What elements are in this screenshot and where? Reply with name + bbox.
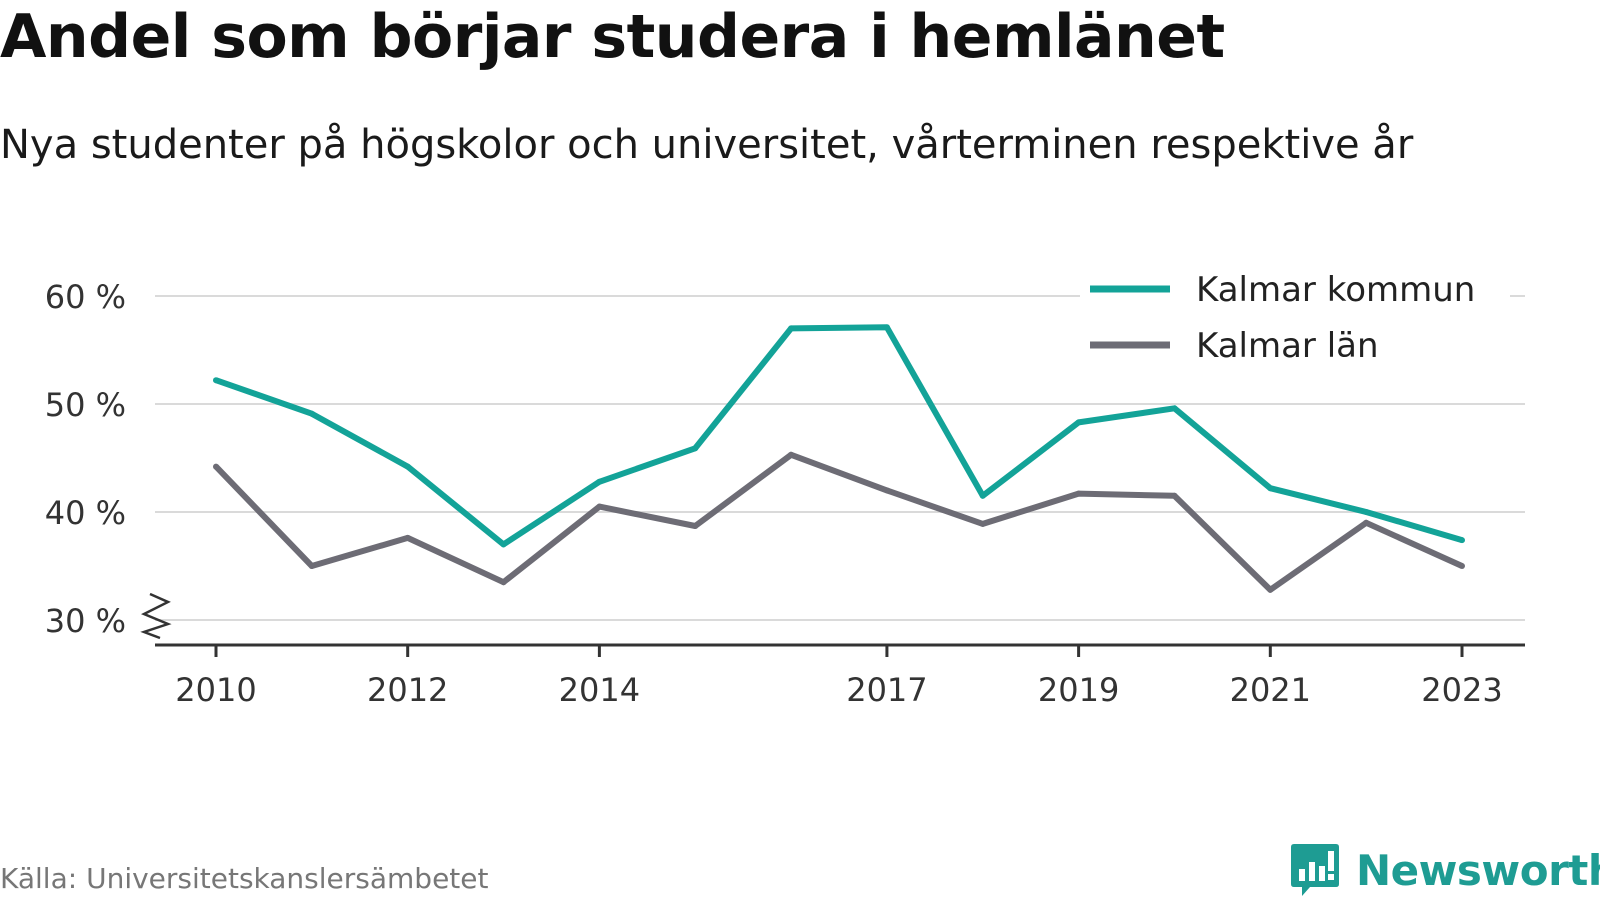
data-point xyxy=(404,463,411,470)
data-point xyxy=(1075,490,1082,497)
data-point xyxy=(1171,492,1178,499)
legend-label: Kalmar kommun xyxy=(1196,270,1475,310)
data-point xyxy=(883,487,890,494)
x-tick-label: 2017 xyxy=(846,671,927,709)
data-point xyxy=(308,563,315,569)
data-point xyxy=(1267,586,1274,593)
y-tick-label: 30 % xyxy=(45,602,126,640)
data-point xyxy=(692,523,699,530)
chart-title: Andel som börjar studera i hemlänet xyxy=(0,2,1225,72)
data-point xyxy=(1459,537,1465,544)
newsworthy-logo-icon xyxy=(1291,844,1339,896)
data-point xyxy=(788,325,795,332)
data-point xyxy=(788,451,795,458)
y-tick-label: 50 % xyxy=(45,386,126,424)
chart-subtitle: Nya studenter på högskolor och universit… xyxy=(0,122,1414,168)
data-point xyxy=(500,579,507,586)
data-point xyxy=(1459,563,1465,569)
data-point xyxy=(596,503,603,510)
y-tick-label: 60 % xyxy=(45,278,126,316)
x-tick-label: 2010 xyxy=(175,671,256,709)
legend-label: Kalmar län xyxy=(1196,326,1379,366)
brand-name: Newsworthy xyxy=(1356,845,1600,895)
data-point xyxy=(979,520,986,527)
series-line xyxy=(215,324,1463,548)
brand[interactable]: Newsworthy xyxy=(1290,842,1600,898)
data-point xyxy=(979,492,986,499)
series-line xyxy=(213,451,1464,593)
data-point xyxy=(692,445,699,452)
data-point xyxy=(213,377,219,384)
x-tick-label: 2023 xyxy=(1421,671,1502,709)
data-point xyxy=(213,463,219,470)
x-tick-label: 2019 xyxy=(1038,671,1119,709)
data-point xyxy=(1075,419,1082,426)
x-tick-label: 2014 xyxy=(559,671,640,709)
data-point xyxy=(1171,405,1178,412)
data-point xyxy=(1267,485,1274,492)
source-note: Källa: Universitetskanslersämbetet xyxy=(0,862,489,895)
data-point xyxy=(500,541,507,548)
data-point xyxy=(404,534,411,541)
x-tick-label: 2021 xyxy=(1230,671,1311,709)
y-tick-label: 40 % xyxy=(45,494,126,532)
axis-break-icon xyxy=(140,592,172,640)
data-point xyxy=(1363,519,1370,526)
x-tick-label: 2012 xyxy=(367,671,448,709)
data-point xyxy=(1363,509,1370,515)
data-point xyxy=(308,410,315,417)
data-point xyxy=(883,324,890,331)
data-point xyxy=(596,478,603,485)
